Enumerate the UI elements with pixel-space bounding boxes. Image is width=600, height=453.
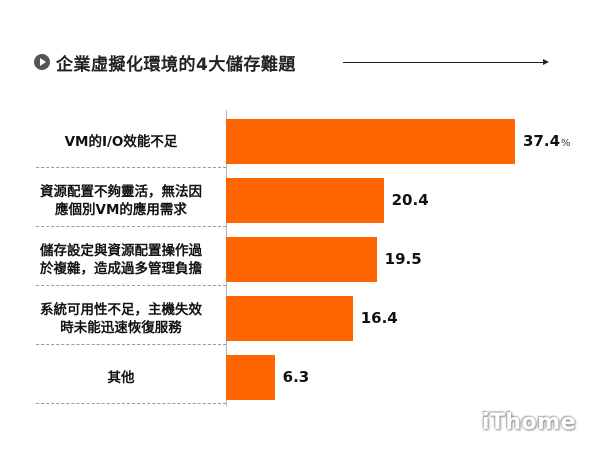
data-label: 19.5 — [385, 250, 422, 268]
category-label: 資源配置不夠靈活，無法因 應個別VM的應用需求 — [36, 183, 206, 219]
bar — [226, 178, 384, 223]
category-label: VM的I/O效能不足 — [36, 133, 206, 151]
row-divider — [36, 167, 226, 168]
category-label: 儲存設定與資源配置操作過 於複雜，造成過多管理負擔 — [36, 242, 206, 278]
category-label-line: 時未能迅速恢復服務 — [60, 319, 182, 336]
chart-title-row: 企業虛擬化環境的4大儲存難題 — [34, 50, 296, 75]
play-bullet-icon — [34, 54, 50, 70]
data-label: 6.3 — [283, 368, 310, 386]
row-divider — [36, 285, 226, 286]
category-label-line: 資源配置不夠靈活，無法因 — [40, 183, 202, 200]
row-divider — [36, 344, 226, 345]
arrow-right-icon — [543, 59, 549, 65]
row-divider — [36, 226, 226, 227]
bar — [226, 296, 353, 341]
watermark-logo: iThome — [481, 410, 576, 435]
data-label: 37.4% — [523, 132, 571, 150]
data-label-value: 16.4 — [360, 308, 398, 327]
data-label: 16.4 — [361, 309, 398, 327]
category-label: 其他 — [36, 369, 206, 387]
category-label-line: 儲存設定與資源配置操作過 — [40, 242, 202, 259]
data-label-value: 19.5 — [384, 249, 422, 268]
chart-title: 企業虛擬化環境的4大儲存難題 — [56, 54, 296, 75]
bar — [226, 119, 515, 164]
category-label-line: 應個別VM的應用需求 — [55, 201, 187, 218]
data-label-value: 37.4 — [523, 131, 561, 150]
row-divider — [36, 403, 226, 404]
data-label-value: 20.4 — [391, 190, 429, 209]
data-label-value: 6.3 — [282, 367, 310, 386]
category-label-line: 其他 — [107, 369, 135, 386]
category-label: 系統可用性不足，主機失效 時未能迅速恢復服務 — [36, 301, 206, 337]
bar — [226, 237, 377, 282]
category-label-line: 系統可用性不足，主機失效 — [40, 301, 202, 318]
data-label: 20.4 — [392, 191, 429, 209]
bar — [226, 355, 275, 400]
category-label-line: VM的I/O效能不足 — [64, 133, 178, 150]
category-label-line: 於複雜，造成過多管理負擔 — [40, 260, 202, 277]
unit-label: % — [561, 137, 571, 149]
title-rule — [343, 62, 543, 63]
